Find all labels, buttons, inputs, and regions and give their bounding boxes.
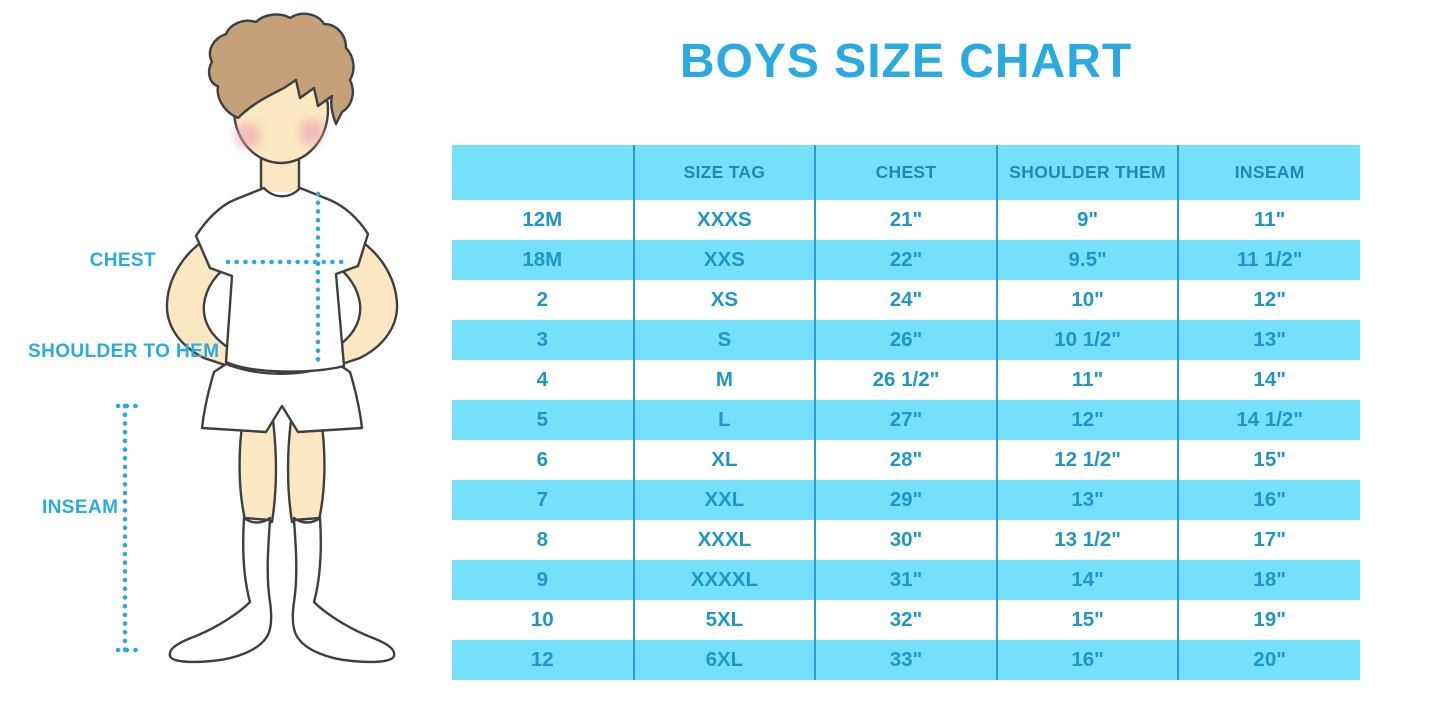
tshirt <box>194 186 370 373</box>
table-cell: 30" <box>814 520 997 560</box>
column-header: INSEAM <box>1177 145 1360 200</box>
table-row: 7 XXL 29" 13" 16" <box>452 480 1360 520</box>
table-cell: 9 <box>452 560 634 600</box>
inseam-label: INSEAM <box>42 497 119 518</box>
table-cell: 26" <box>814 320 997 360</box>
table-cell: 14" <box>995 560 1179 600</box>
sock-left-top-line <box>242 516 272 524</box>
column-header: SHOULDER THEM <box>995 145 1179 200</box>
table-cell: 12" <box>1177 280 1360 320</box>
table-cell: 17" <box>1177 520 1360 560</box>
table-cell: 28" <box>814 440 997 480</box>
column-header <box>452 145 634 200</box>
table-cell: 10" <box>995 280 1179 320</box>
table-cell: 32" <box>814 600 997 640</box>
table-cell: 16" <box>995 640 1179 680</box>
table-cell: 21" <box>814 200 997 240</box>
table-cell: 15" <box>1177 440 1360 480</box>
cheek-right <box>299 119 325 145</box>
table-cell: 10 1/2" <box>995 320 1179 360</box>
chest-label: CHEST <box>89 250 156 271</box>
table-cell: XXS <box>632 240 816 280</box>
table-cell: 13 1/2" <box>995 520 1179 560</box>
table-cell: 27" <box>814 400 997 440</box>
table-row: 2 XS 24" 10" 12" <box>452 280 1360 320</box>
table-cell: XXXL <box>632 520 816 560</box>
table-cell: 8 <box>536 528 548 551</box>
table-cell: 33" <box>814 640 997 680</box>
boy-figure-illustration <box>115 12 399 664</box>
sock-right <box>291 516 396 664</box>
table-cell: 13" <box>1177 320 1360 360</box>
table-cell: 11" <box>1177 200 1360 240</box>
table-cell: 12" <box>995 400 1179 440</box>
table-row: 8 XXXL 30" 13 1/2" 17" <box>452 520 1360 560</box>
table-cell: XXXXL <box>632 560 816 600</box>
table-cell: 13" <box>995 480 1179 520</box>
table-row: 12 6XL 33" 16" 20" <box>452 640 1360 680</box>
table-cell: 12M <box>522 208 563 231</box>
table-cell: 11" <box>995 360 1179 400</box>
table-row: 3 S 26" 10 1/2" 13" <box>452 320 1360 360</box>
table-cell: 14 1/2" <box>1177 400 1360 440</box>
table-cell: 3 <box>452 320 634 360</box>
table-cell: 18M <box>452 240 634 280</box>
table-row: 4 M 26 1/2" 11" 14" <box>452 360 1360 400</box>
table-cell: 2 <box>536 288 548 311</box>
hair <box>207 12 355 126</box>
leg-right <box>286 416 326 526</box>
table-cell: XL <box>632 440 816 480</box>
table-cell: 19" <box>1177 600 1360 640</box>
table-cell: 11 1/2" <box>1177 240 1360 280</box>
table-cell: XXL <box>632 480 816 520</box>
table-row: 18M XXS 22" 9.5" 11 1/2" <box>452 240 1360 280</box>
table-row: 6 XL 28" 12 1/2" 15" <box>452 440 1360 480</box>
table-cell: S <box>632 320 816 360</box>
table-cell: 6XL <box>632 640 816 680</box>
table-cell: 20" <box>1177 640 1360 680</box>
sock-right-top-line <box>292 516 322 524</box>
table-row: 10 5XL 32" 15" 19" <box>452 600 1360 640</box>
table-cell: 16" <box>1177 480 1360 520</box>
table-cell: XXXS <box>632 200 816 240</box>
sock-left <box>168 516 273 664</box>
table-cell: L <box>632 400 816 440</box>
shorts <box>200 362 364 434</box>
table-cell: 4 <box>536 368 548 391</box>
table-cell: 14" <box>1177 360 1360 400</box>
table-cell: 12 <box>452 640 634 680</box>
table-cell: XS <box>632 280 816 320</box>
column-header: CHEST <box>814 145 997 200</box>
table-cell: 22" <box>814 240 997 280</box>
table-cell: 9" <box>995 200 1179 240</box>
shoulder-to-hem-label: SHOULDER TO HEM <box>28 341 220 362</box>
table-cell: 5XL <box>632 600 816 640</box>
size-table-body: 12M XXXS 21" 9" 11" 18M XXS 22" 9.5" 11 1/2" 2 XS 24… <box>452 200 1360 680</box>
table-cell: 29" <box>814 480 997 520</box>
table-cell: 9.5" <box>995 240 1179 280</box>
table-cell: 10 <box>530 608 554 631</box>
table-row: 12M XXXS 21" 9" 11" <box>452 200 1360 240</box>
column-header: SIZE TAG <box>632 145 816 200</box>
size-table-header-row: SIZE TAG CHEST SHOULDER THEM INSEAM <box>452 145 1360 200</box>
table-cell: 26 1/2" <box>814 360 997 400</box>
cheek-left <box>234 123 260 149</box>
table-cell: 6 <box>536 448 548 471</box>
table-cell: M <box>632 360 816 400</box>
table-cell: 5 <box>452 400 634 440</box>
table-cell: 24" <box>814 280 997 320</box>
size-table: SIZE TAG CHEST SHOULDER THEM INSEAM 12M XXXS… <box>452 145 1360 680</box>
table-cell: 15" <box>995 600 1179 640</box>
table-cell: 31" <box>814 560 997 600</box>
table-row: 5 L 27" 12" 14 1/2" <box>452 400 1360 440</box>
page-title: BOYS SIZE CHART <box>679 35 1133 88</box>
table-row: 9 XXXXL 31" 14" 18" <box>452 560 1360 600</box>
table-cell: 7 <box>452 480 634 520</box>
leg-left <box>238 416 278 526</box>
table-cell: 18" <box>1177 560 1360 600</box>
table-cell: 12 1/2" <box>995 440 1179 480</box>
